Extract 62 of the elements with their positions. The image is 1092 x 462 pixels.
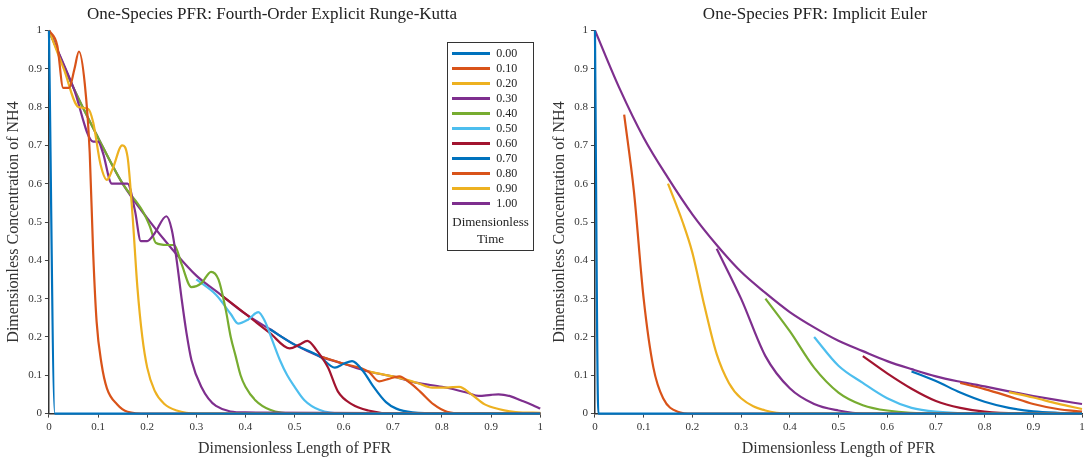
- y-tick-label: 0.2: [28, 329, 42, 342]
- legend-label: 0.00: [496, 46, 518, 62]
- y-tick-label: 0.6: [574, 176, 589, 189]
- y-tick-label: 0.8: [574, 99, 589, 112]
- y-tick-label: 0.3: [574, 291, 589, 304]
- legend-label: 0.10: [496, 61, 518, 77]
- y-tick-label: 0.9: [574, 61, 589, 74]
- y-tick-label: 0.3: [28, 291, 43, 304]
- x-tick-label: 0.2: [685, 420, 700, 433]
- x-tick-label: 0: [46, 420, 53, 433]
- y-tick-label: 0.7: [28, 138, 43, 151]
- legend-label: 0.30: [496, 91, 518, 107]
- legend-label: 0.90: [496, 181, 518, 197]
- x-tick-label: 0.5: [831, 420, 846, 433]
- legend-label: 1.00: [496, 196, 518, 212]
- y-tick-label: 0.1: [28, 368, 42, 381]
- y-axis-title: Dimensionless Concentration of NH4: [3, 101, 21, 343]
- chart-title: One-Species PFR: Implicit Euler: [702, 3, 928, 23]
- x-tick-label: 0.4: [238, 420, 253, 433]
- y-tick-label: 0.2: [574, 329, 588, 342]
- x-tick-label: 0.6: [880, 420, 895, 433]
- x-tick-label: 0.1: [636, 420, 651, 433]
- legend-label: 0.60: [496, 136, 518, 152]
- y-tick-label: 0.5: [574, 214, 589, 227]
- legend-label: 0.50: [496, 121, 518, 137]
- y-tick-label: 0.8: [28, 99, 43, 112]
- x-tick-label: 0.3: [734, 420, 749, 433]
- y-tick-label: 0.4: [28, 253, 43, 266]
- x-tick-label: 0.9: [1026, 420, 1041, 433]
- y-tick-label: 0.1: [574, 368, 588, 381]
- y-tick-label: 0.4: [574, 253, 589, 266]
- y-tick-label: 0.9: [28, 61, 43, 74]
- legend-label: 0.20: [496, 76, 518, 92]
- y-tick-label: 1: [36, 23, 42, 36]
- x-tick-label: 0.3: [189, 420, 204, 433]
- x-tick-label: 0.7: [385, 420, 401, 433]
- y-tick-label: 0.7: [574, 138, 589, 151]
- chart-title: One-Species PFR: Fourth-Order Explicit Runge-Kutta: [86, 3, 458, 23]
- legend-label: 0.80: [496, 166, 518, 182]
- x-tick-label: 0.4: [782, 420, 798, 433]
- y-tick-label: 1: [582, 23, 588, 36]
- y-tick-label: 0: [36, 406, 43, 419]
- x-tick-label: 0.8: [977, 420, 992, 433]
- x-tick-label: 0.5: [287, 420, 302, 433]
- legend-label: 0.40: [496, 106, 518, 122]
- x-tick-label: 0.8: [435, 420, 450, 433]
- y-tick-label: 0.6: [28, 176, 43, 189]
- x-axis-title: Dimensionless Length of PFR: [741, 438, 936, 457]
- x-tick-label: 1: [1079, 420, 1085, 433]
- y-tick-label: 0: [582, 406, 589, 419]
- x-tick-label: 1: [537, 420, 543, 433]
- x-tick-label: 0.1: [91, 420, 105, 433]
- legend-label: 0.70: [496, 151, 518, 167]
- legend-title: Dimensionless Time: [452, 213, 529, 248]
- x-axis-title: Dimensionless Length of PFR: [197, 438, 392, 457]
- x-tick-label: 0.2: [140, 420, 155, 433]
- x-tick-label: 0.7: [929, 420, 944, 433]
- x-tick-label: 0: [592, 420, 599, 433]
- y-axis-title: Dimensionless Concentration of NH4: [549, 101, 567, 343]
- x-tick-label: 0.9: [484, 420, 499, 433]
- x-tick-label: 0.6: [336, 420, 352, 433]
- y-tick-label: 0.5: [28, 214, 43, 227]
